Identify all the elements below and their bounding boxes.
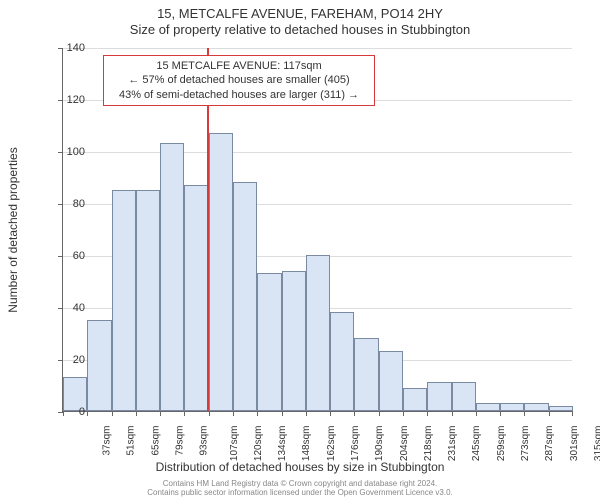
- x-tick-mark: [452, 411, 453, 416]
- histogram-bar: [184, 185, 208, 411]
- x-tick-label: 273sqm: [520, 426, 531, 462]
- x-tick-label: 176sqm: [350, 426, 361, 462]
- y-tick-label: 120: [55, 94, 85, 106]
- histogram-bar: [136, 190, 160, 411]
- x-tick-mark: [233, 411, 234, 416]
- y-tick-label: 140: [55, 42, 85, 54]
- y-tick-label: 0: [55, 406, 85, 418]
- x-tick-mark: [403, 411, 404, 416]
- x-tick-mark: [184, 411, 185, 416]
- grid-line: [63, 152, 572, 153]
- x-tick-mark: [427, 411, 428, 416]
- histogram-bar: [403, 388, 427, 411]
- y-tick-label: 100: [55, 146, 85, 158]
- y-axis-label: Number of detached properties: [6, 147, 20, 312]
- histogram-bar: [500, 403, 524, 411]
- annotation-box: 15 METCALFE AVENUE: 117sqm← 57% of detac…: [103, 55, 375, 106]
- x-tick-mark: [549, 411, 550, 416]
- x-axis-label: Distribution of detached houses by size …: [0, 460, 600, 474]
- histogram-bar: [282, 271, 306, 411]
- x-tick-mark: [306, 411, 307, 416]
- y-tick-label: 80: [55, 198, 85, 210]
- x-tick-label: 218sqm: [423, 426, 434, 462]
- x-tick-label: 301sqm: [569, 426, 580, 462]
- histogram-bar: [379, 351, 403, 411]
- histogram-bar: [354, 338, 378, 411]
- annotation-line3: 43% of semi-detached houses are larger (…: [110, 88, 368, 102]
- y-tick-label: 40: [55, 302, 85, 314]
- x-tick-mark: [476, 411, 477, 416]
- footer-line2: Contains public sector information licen…: [0, 488, 600, 498]
- histogram-bar: [452, 382, 476, 411]
- histogram-bar: [524, 403, 548, 411]
- histogram-bar: [549, 406, 573, 411]
- x-tick-mark: [500, 411, 501, 416]
- x-tick-label: 120sqm: [253, 426, 264, 462]
- footer-attribution: Contains HM Land Registry data © Crown c…: [0, 479, 600, 498]
- annotation-line1: 15 METCALFE AVENUE: 117sqm: [110, 59, 368, 73]
- x-tick-mark: [330, 411, 331, 416]
- histogram-bar: [112, 190, 136, 411]
- x-tick-mark: [209, 411, 210, 416]
- annotation-line2: ← 57% of detached houses are smaller (40…: [110, 73, 368, 87]
- x-tick-label: 245sqm: [472, 426, 483, 462]
- histogram-bar: [306, 255, 330, 411]
- x-tick-label: 37sqm: [102, 426, 113, 456]
- x-tick-label: 204sqm: [399, 426, 410, 462]
- histogram-bar: [233, 182, 257, 411]
- x-tick-label: 93sqm: [199, 426, 210, 456]
- histogram-bar: [209, 133, 233, 411]
- x-tick-mark: [282, 411, 283, 416]
- x-tick-mark: [257, 411, 258, 416]
- x-tick-label: 315sqm: [593, 426, 600, 462]
- histogram-bar: [257, 273, 281, 411]
- x-tick-mark: [136, 411, 137, 416]
- x-tick-label: 287sqm: [544, 426, 555, 462]
- histogram-bar: [87, 320, 111, 411]
- chart-plot-area: 15 METCALFE AVENUE: 117sqm← 57% of detac…: [62, 48, 572, 412]
- x-tick-mark: [524, 411, 525, 416]
- title-line2: Size of property relative to detached ho…: [0, 22, 600, 38]
- y-tick-label: 60: [55, 250, 85, 262]
- x-tick-mark: [379, 411, 380, 416]
- histogram-bar: [330, 312, 354, 411]
- x-tick-label: 231sqm: [447, 426, 458, 462]
- x-tick-mark: [112, 411, 113, 416]
- x-tick-mark: [87, 411, 88, 416]
- x-tick-label: 51sqm: [126, 426, 137, 456]
- x-tick-label: 65sqm: [150, 426, 161, 456]
- x-tick-label: 190sqm: [374, 426, 385, 462]
- footer-line1: Contains HM Land Registry data © Crown c…: [0, 479, 600, 489]
- x-tick-mark: [572, 411, 573, 416]
- x-tick-label: 107sqm: [229, 426, 240, 462]
- histogram-bar: [160, 143, 184, 411]
- x-tick-label: 162sqm: [326, 426, 337, 462]
- x-tick-label: 79sqm: [175, 426, 186, 456]
- histogram-bar: [476, 403, 500, 411]
- title-line1: 15, METCALFE AVENUE, FAREHAM, PO14 2HY: [0, 6, 600, 22]
- x-tick-label: 148sqm: [302, 426, 313, 462]
- x-tick-label: 134sqm: [277, 426, 288, 462]
- x-tick-mark: [354, 411, 355, 416]
- y-tick-label: 20: [55, 354, 85, 366]
- grid-line: [63, 48, 572, 49]
- histogram-bar: [427, 382, 451, 411]
- x-tick-label: 259sqm: [496, 426, 507, 462]
- x-tick-mark: [160, 411, 161, 416]
- chart-title: 15, METCALFE AVENUE, FAREHAM, PO14 2HY S…: [0, 0, 600, 39]
